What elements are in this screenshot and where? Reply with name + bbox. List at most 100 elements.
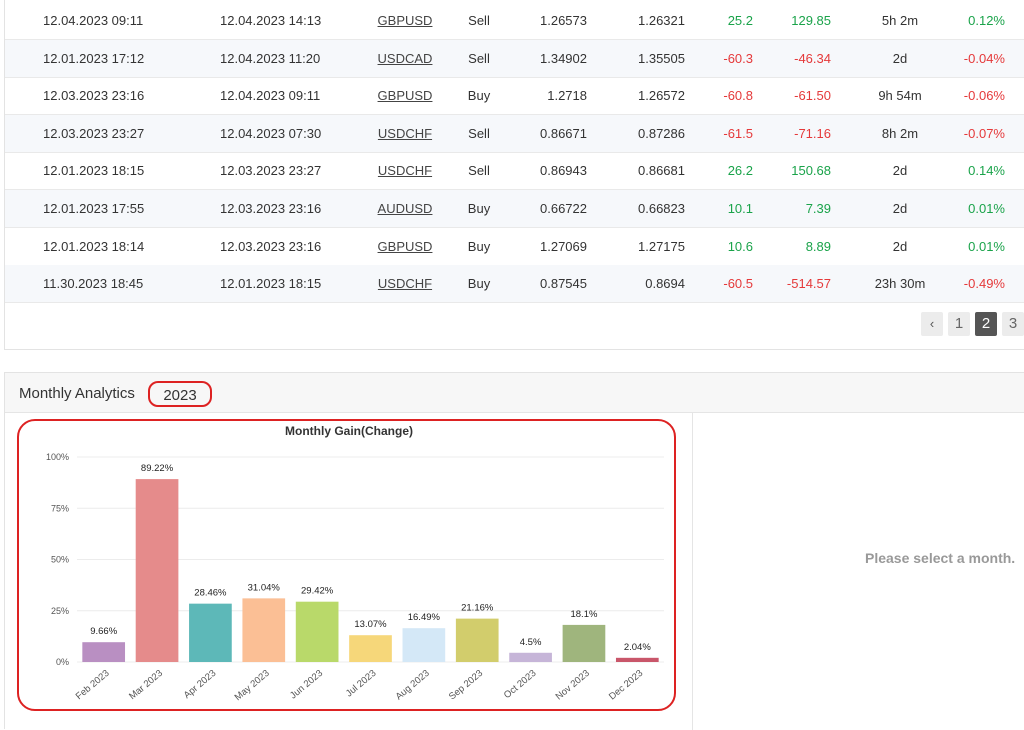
close-time-cell: 12.04.2023 07:30 — [220, 125, 322, 141]
close-time-cell: 12.03.2023 23:27 — [220, 163, 322, 179]
symbol-link-text[interactable]: USDCHF — [377, 125, 433, 141]
table-row: 12.01.2023 18:14 12.03.2023 23:16 GBPUSD Bu… — [5, 228, 1024, 266]
open-time-cell: 12.01.2023 18:15 — [43, 163, 145, 179]
pagination: ‹ 1 2 3 — [0, 312, 1024, 338]
year-selector[interactable]: 2023 — [148, 381, 212, 407]
page-2-button[interactable]: 2 — [975, 312, 997, 336]
profit-cell: 7.39 — [805, 201, 831, 216]
analytics-header: Monthly Analytics 2023 — [5, 373, 1024, 413]
analytics-title: Monthly Analytics — [19, 385, 135, 402]
symbol-link-text[interactable]: USDCHF — [377, 276, 433, 292]
select-month-message: Please select a month. — [865, 550, 1016, 566]
monthly-analytics-section: Monthly Analytics 2023 Monthly Gain(Chan… — [4, 372, 1024, 730]
open-price-cell: 0.86671 — [540, 125, 587, 141]
symbol-link-text[interactable]: GBPUSD — [377, 88, 433, 104]
x-tick-label: May 2023 — [233, 668, 272, 703]
symbol-link[interactable]: USDCAD — [355, 40, 455, 78]
profit-cell: -514.57 — [786, 276, 831, 292]
x-tick-label: Mar 2023 — [127, 668, 165, 702]
action-cell: Sell — [468, 163, 490, 179]
close-time-cell: 12.03.2023 23:16 — [220, 238, 322, 254]
gain-cell: 0.14% — [968, 163, 1005, 179]
chart-highlight-box: Monthly Gain(Change) 0% 25% 50% 75% 100% 9.66%… — [17, 419, 676, 711]
action-cell: Buy — [467, 276, 491, 292]
close-price-cell: 0.8694 — [645, 276, 685, 292]
profit-cell: -61.50 — [794, 88, 831, 104]
close-time-cell: 12.04.2023 09:11 — [220, 88, 321, 104]
y-tick-label: 25% — [51, 606, 69, 616]
prev-page-button[interactable]: ‹ — [921, 312, 943, 336]
open-price-cell: 0.86943 — [540, 163, 587, 179]
symbol-link[interactable]: GBPUSD — [355, 2, 455, 40]
close-time-cell: 12.04.2023 11:20 — [220, 50, 321, 66]
duration-cell: 2d — [892, 50, 908, 66]
data-label: 31.04% — [248, 582, 281, 593]
duration-cell: 2d — [892, 201, 908, 216]
profit-cell: 150.68 — [791, 163, 831, 179]
x-tick-label: Dec 2023 — [607, 668, 645, 703]
open-time-cell: 11.30.2023 18:45 — [43, 276, 144, 292]
open-time-cell: 12.01.2023 17:12 — [43, 50, 145, 66]
symbol-link[interactable]: USDCHF — [355, 152, 455, 190]
data-label: 2.04% — [624, 642, 651, 653]
pips-cell: -61.5 — [723, 125, 753, 141]
page-1-button[interactable]: 1 — [948, 312, 970, 336]
data-label: 18.1% — [570, 609, 597, 620]
bar — [455, 618, 499, 662]
symbol-link-text[interactable]: GBPUSD — [377, 13, 433, 28]
close-price-cell: 1.26572 — [638, 88, 685, 104]
symbol-link-text[interactable]: USDCAD — [377, 50, 433, 66]
symbol-link[interactable]: USDCHF — [355, 265, 455, 303]
open-price-cell: 1.27069 — [540, 238, 587, 254]
table-row: 12.01.2023 18:15 12.03.2023 23:27 USDCHF Se… — [5, 152, 1024, 191]
chart-title: Monthly Gain(Change) — [285, 424, 413, 438]
gain-cell: 0.12% — [968, 13, 1005, 28]
action-cell: Buy — [467, 238, 491, 254]
y-tick-label: 50% — [51, 555, 69, 565]
duration-cell: 8h 2m — [881, 125, 919, 141]
y-tick-label: 0% — [56, 657, 69, 667]
close-price-cell: 0.86681 — [638, 163, 685, 179]
gain-cell: -0.04% — [963, 50, 1005, 66]
x-tick-label: Jul 2023 — [344, 668, 379, 700]
x-tick-label: Aug 2023 — [394, 668, 432, 703]
symbol-link-text[interactable]: AUDUSD — [377, 201, 433, 216]
symbol-link[interactable]: USDCHF — [355, 115, 455, 153]
open-price-cell: 1.2718 — [547, 88, 587, 104]
bar — [402, 628, 446, 662]
duration-cell: 2d — [892, 238, 908, 254]
bar — [135, 479, 179, 662]
close-price-cell: 1.35505 — [638, 50, 685, 66]
trade-history-table: 12.04.2023 09:11 12.04.2023 14:13 GBPUSD Se… — [4, 0, 1024, 350]
action-cell: Buy — [467, 201, 491, 216]
data-label: 16.49% — [408, 612, 441, 623]
symbol-link-text[interactable]: GBPUSD — [377, 238, 433, 254]
gain-cell: -0.07% — [963, 125, 1005, 141]
open-time-cell: 12.03.2023 23:27 — [43, 125, 145, 141]
open-price-cell: 1.26573 — [540, 13, 587, 28]
x-tick-label: Oct 2023 — [502, 668, 539, 701]
symbol-link[interactable]: GBPUSD — [355, 77, 455, 115]
profit-cell: -71.16 — [794, 125, 831, 141]
gain-cell: -0.49% — [963, 276, 1005, 292]
bar — [295, 601, 339, 662]
close-price-cell: 0.87286 — [638, 125, 685, 141]
symbol-link[interactable]: GBPUSD — [355, 228, 455, 266]
page-3-button[interactable]: 3 — [1002, 312, 1024, 336]
data-label: 28.46% — [194, 588, 227, 599]
bar — [615, 657, 659, 662]
close-time-cell: 12.04.2023 14:13 — [220, 13, 322, 28]
data-label: 9.66% — [90, 626, 117, 637]
monthly-gain-chart: Monthly Gain(Change) 0% 25% 50% 75% 100% 9.66%… — [46, 424, 664, 703]
profit-cell: -46.34 — [794, 50, 831, 66]
x-tick-label: Nov 2023 — [554, 668, 592, 703]
bar — [349, 635, 392, 662]
symbol-link-text[interactable]: USDCHF — [377, 163, 433, 179]
month-detail-panel: Please select a month. — [693, 413, 1024, 730]
data-label: 89.22% — [141, 463, 174, 474]
symbol-link[interactable]: AUDUSD — [355, 190, 455, 228]
bar — [562, 624, 606, 662]
close-price-cell: 1.27175 — [638, 238, 685, 254]
pips-cell: -60.5 — [723, 276, 753, 292]
gain-cell: 0.01% — [968, 238, 1005, 254]
